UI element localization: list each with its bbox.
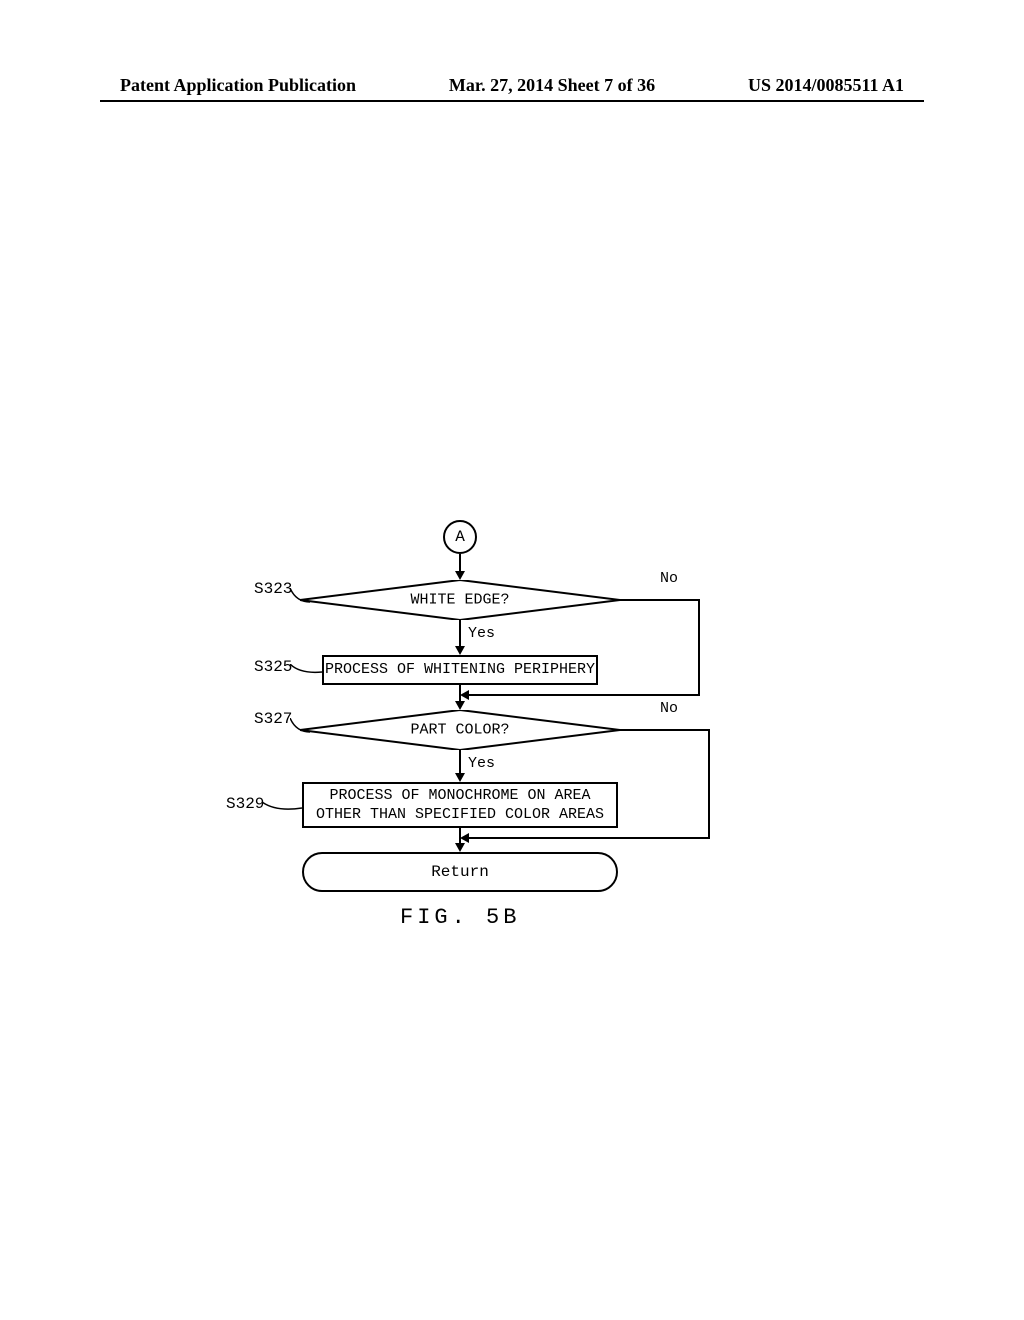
yes-label-1: Yes (468, 625, 495, 642)
yes-label-2: Yes (468, 755, 495, 772)
decision-part-color-text: PART COLOR? (410, 722, 509, 739)
arrow-icon (460, 833, 469, 843)
figure-label: FIG. 5B (400, 905, 520, 930)
arrow-icon (460, 690, 469, 700)
header-publication: Patent Application Publication (120, 75, 356, 96)
flow-line (620, 729, 710, 731)
flow-line (708, 729, 710, 839)
process-whitening-text: PROCESS OF WHITENING PERIPHERY (325, 660, 595, 680)
flow-line (459, 750, 461, 774)
arrow-icon (455, 571, 465, 580)
flow-line (698, 599, 700, 696)
leader-line (262, 802, 302, 816)
no-label-2: No (660, 700, 678, 717)
step-label-s323: S323 (254, 580, 292, 598)
arrow-icon (455, 843, 465, 852)
flow-line (468, 694, 700, 696)
decision-part-color: PART COLOR? (300, 710, 620, 750)
arrow-icon (455, 646, 465, 655)
flow-line (620, 599, 700, 601)
flow-line (459, 554, 461, 572)
terminal-return: Return (302, 852, 618, 892)
connector-a-label: A (455, 528, 465, 546)
flow-line (459, 685, 461, 702)
terminal-return-text: Return (431, 863, 489, 881)
arrow-icon (455, 701, 465, 710)
step-label-s325: S325 (254, 658, 292, 676)
decision-white-edge: WHITE EDGE? (300, 580, 620, 620)
header-patent-number: US 2014/0085511 A1 (748, 75, 904, 96)
process-monochrome-text: PROCESS OF MONOCHROME ON AREA OTHER THAN… (316, 786, 604, 825)
arrow-icon (455, 773, 465, 782)
connector-a: A (443, 520, 477, 554)
leader-line (290, 588, 310, 606)
flow-line (459, 828, 461, 844)
process-whitening-periphery: PROCESS OF WHITENING PERIPHERY (322, 655, 598, 685)
step-label-s327: S327 (254, 710, 292, 728)
page-header: Patent Application Publication Mar. 27, … (0, 75, 1024, 96)
flow-line (459, 620, 461, 647)
process-monochrome: PROCESS OF MONOCHROME ON AREA OTHER THAN… (302, 782, 618, 828)
leader-line (290, 718, 310, 736)
decision-white-edge-text: WHITE EDGE? (410, 592, 509, 609)
header-date-sheet: Mar. 27, 2014 Sheet 7 of 36 (449, 75, 655, 96)
step-label-s329: S329 (226, 795, 264, 813)
leader-line (290, 664, 322, 678)
flow-line (468, 837, 710, 839)
header-rule (100, 100, 924, 102)
no-label-1: No (660, 570, 678, 587)
